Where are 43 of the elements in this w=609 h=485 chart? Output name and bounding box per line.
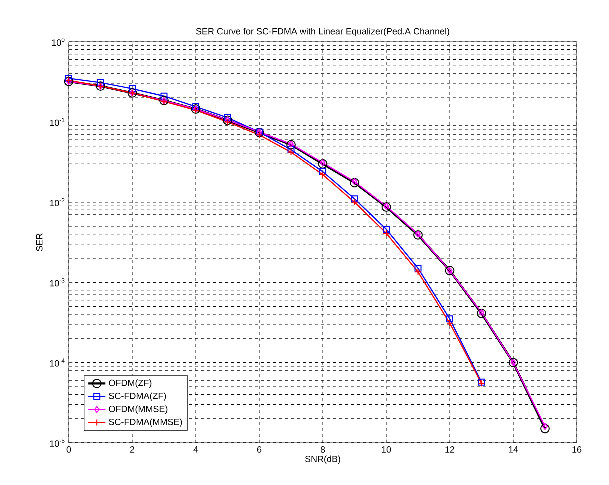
point: [192, 103, 200, 110]
x-tick-label: 4: [194, 446, 198, 453]
point: [129, 85, 136, 92]
point: [414, 264, 422, 272]
x-tick-label: 16: [572, 446, 582, 453]
y-tick-label: 10$^{-1}$: [50, 118, 65, 126]
point: [351, 196, 358, 203]
point: [351, 198, 358, 206]
point: [97, 79, 104, 86]
point: [414, 268, 422, 276]
point: [352, 178, 358, 186]
point: [160, 92, 168, 100]
chart-title: SER Curve for SC-FDMA with Linear Equalizer(Ped.A Channel): [196, 28, 450, 36]
legend-label: OFDM(ZF): [109, 380, 152, 388]
y-tick-label: 10$^{-3}$: [50, 278, 65, 287]
x-tick-label: 10: [382, 446, 392, 453]
x-tick-label: 6: [257, 446, 262, 453]
x-tick-label: 2: [130, 446, 135, 453]
point: [383, 230, 390, 237]
point: [320, 160, 326, 166]
point: [224, 114, 232, 122]
x-tick-label: 8: [320, 446, 326, 453]
point: [256, 132, 264, 139]
point: [540, 424, 550, 434]
legend-label: SC-FDMA(ZF): [109, 392, 166, 402]
point: [318, 159, 328, 169]
legend-label: OFDM(MMSE): [109, 406, 168, 414]
x-axis-title: SNR(dB): [305, 456, 340, 464]
point: [383, 226, 390, 233]
y-tick-label: 10$^{0}$: [52, 38, 65, 46]
point: [542, 423, 548, 430]
y-tick-label: 10$^{-5}$: [50, 438, 65, 448]
point: [320, 171, 327, 178]
x-tick-label: 14: [509, 446, 518, 453]
x-tick-label: 0: [66, 446, 72, 453]
y-tick-label: 10$^{-4}$: [50, 358, 65, 367]
point: [446, 316, 454, 323]
y-axis-title: SER: [36, 234, 43, 252]
x-tick-label: 12: [446, 446, 455, 453]
legend-label: SC-FDMA(MMSE): [109, 418, 182, 428]
point: [350, 178, 360, 188]
point: [446, 320, 454, 327]
y-tick-label: 10$^{-2}$: [50, 198, 65, 206]
